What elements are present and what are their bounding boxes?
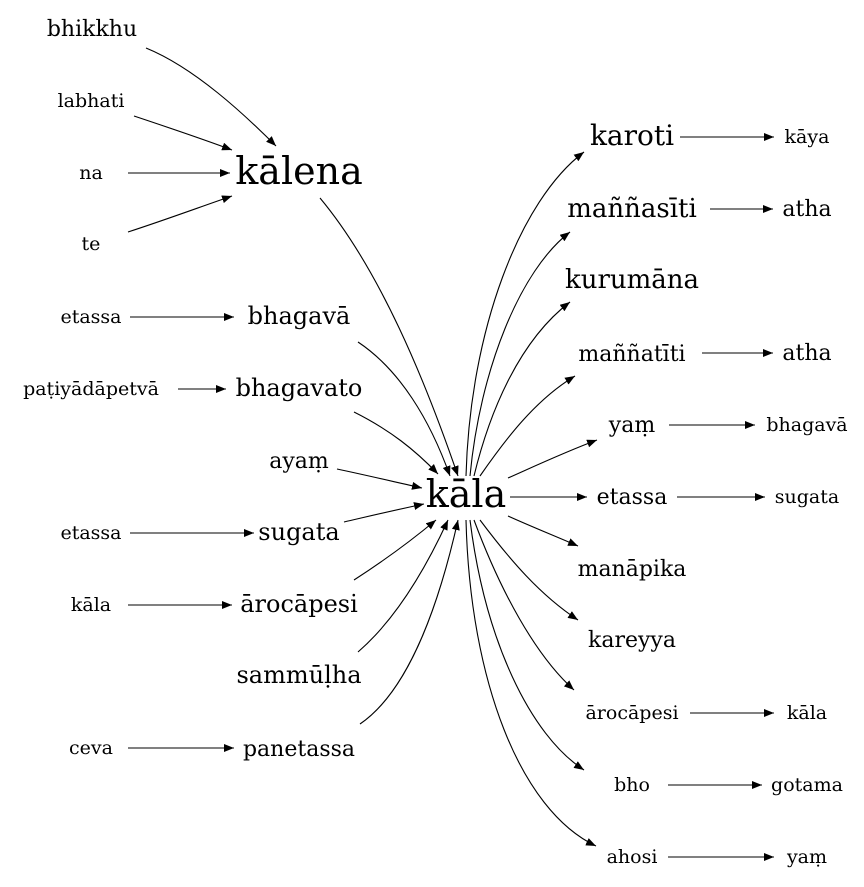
- node-etassa-1: etassa: [60, 306, 121, 328]
- node-etassa-2: etassa: [60, 522, 121, 544]
- node-atha-2: atha: [782, 341, 831, 366]
- edge-labhati-kalena: [133, 115, 233, 151]
- node-kala-center: kāla: [426, 472, 507, 516]
- edge-arocapesi-kala: [353, 519, 437, 581]
- node-arocapesi-right: ārocāpesi: [585, 702, 678, 724]
- edge-kala-ahosi: [465, 519, 597, 847]
- node-karoti: karoti: [590, 119, 674, 152]
- node-sugata-left: sugata: [258, 518, 339, 546]
- node-mannasiti: maññasīti: [567, 194, 697, 224]
- node-ahosi: ahosi: [607, 846, 658, 868]
- edge-sugata-kala: [343, 502, 425, 523]
- edge-panetassa-kala: [359, 519, 460, 725]
- node-bhagavato: bhagavato: [236, 374, 363, 402]
- edge-bhikkhu-kalena: [145, 47, 277, 147]
- node-ayam: ayaṃ: [269, 449, 329, 474]
- node-layer: bhikkhu labhati na te kālena etassa bhag…: [23, 17, 848, 868]
- edge-layer: [127, 47, 774, 861]
- node-etassa-right: etassa: [597, 485, 668, 510]
- edge-kala-karoti: [465, 151, 585, 477]
- node-kurumana: kurumāna: [565, 265, 699, 295]
- edge-kala-bho: [469, 519, 585, 771]
- node-te: te: [82, 233, 101, 255]
- node-kala-right: kāla: [787, 702, 827, 724]
- node-bho: bho: [614, 774, 650, 796]
- edge-sammulha-kala: [357, 519, 449, 653]
- edge-kala-arocapesi-r: [473, 519, 575, 691]
- edge-kala-manapika: [507, 515, 579, 547]
- edge-kala-mannatiti: [479, 375, 576, 477]
- node-kalena: kālena: [235, 149, 362, 193]
- edge-kala-yam: [507, 439, 598, 479]
- node-arocapesi-left: ārocāpesi: [240, 590, 358, 618]
- node-labhati: labhati: [58, 90, 125, 112]
- node-bhagava-right: bhagavā: [766, 414, 847, 436]
- node-na: na: [79, 162, 103, 184]
- edge-ayam-kala: [336, 468, 423, 490]
- node-yam-end: yaṃ: [786, 846, 827, 868]
- node-kala-left: kāla: [71, 594, 111, 616]
- node-ceva: ceva: [69, 737, 113, 759]
- node-atha-1: atha: [782, 197, 831, 222]
- node-panetassa: panetassa: [243, 737, 355, 762]
- edge-kala-mannasiti: [469, 231, 571, 477]
- edge-kalena-kala: [319, 197, 459, 477]
- node-bhagava-left: bhagavā: [248, 302, 351, 330]
- node-patiyadapetva: paṭiyādāpetvā: [23, 378, 159, 400]
- node-sugata-right: sugata: [775, 486, 839, 508]
- node-mannatiti: maññatīti: [578, 342, 685, 367]
- node-manapika: manāpika: [578, 557, 687, 582]
- node-kareyya: kareyya: [588, 628, 676, 653]
- node-gotama: gotama: [771, 774, 843, 796]
- node-bhikkhu: bhikkhu: [47, 17, 137, 42]
- node-yam-right: yaṃ: [608, 413, 656, 438]
- edge-kala-kurumana: [473, 301, 571, 477]
- edge-kala-kareyya: [479, 519, 579, 621]
- node-sammulha: sammūḷha: [236, 661, 361, 689]
- edge-te-kalena: [127, 195, 233, 233]
- edge-bhagava-kala: [357, 341, 451, 477]
- node-kaya: kāya: [785, 126, 830, 148]
- edge-bhagavato-kala: [353, 411, 439, 475]
